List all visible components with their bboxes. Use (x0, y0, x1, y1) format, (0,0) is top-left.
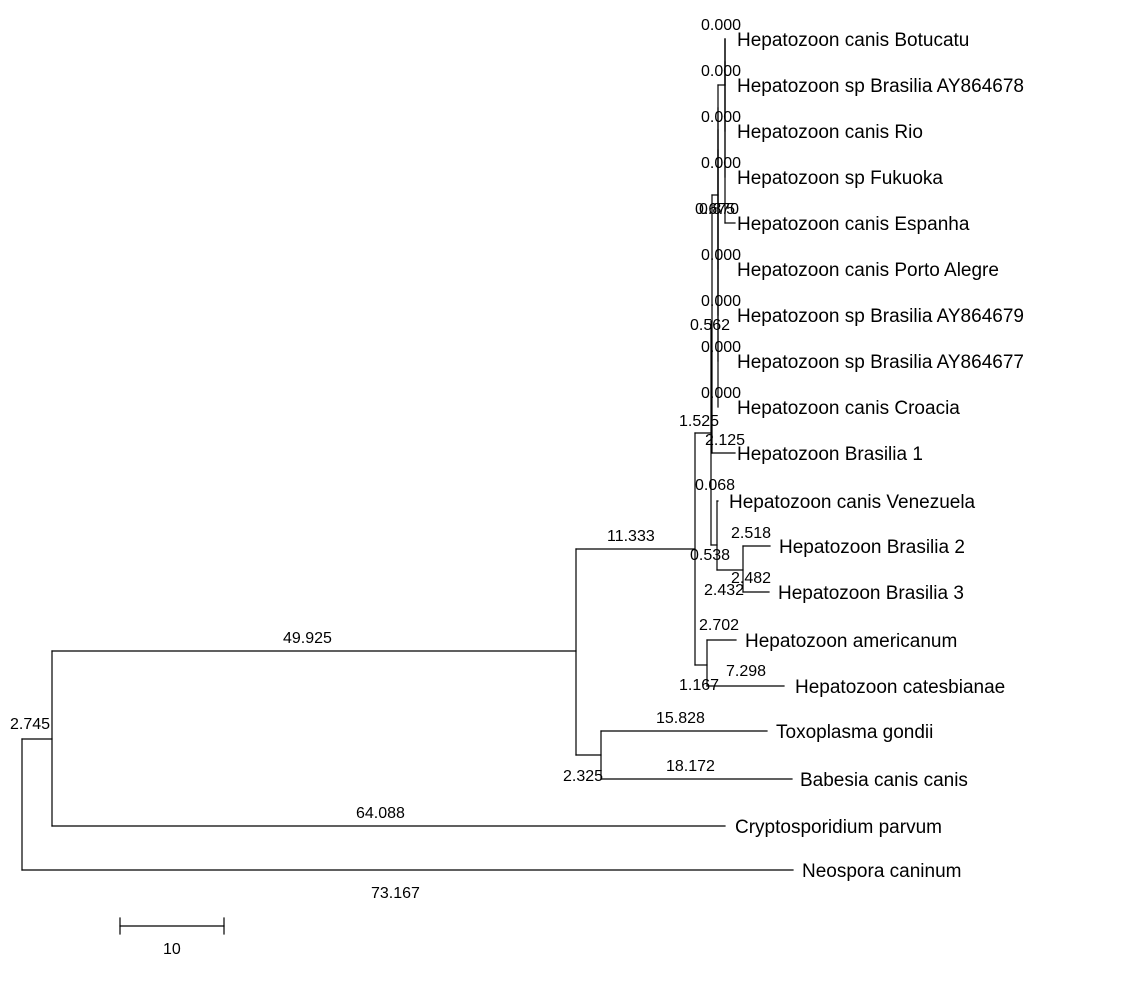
branch-length-label: 0.000 (701, 339, 741, 356)
branch-length-label: 0.068 (695, 477, 735, 494)
taxon-label: Cryptosporidium parvum (735, 817, 942, 838)
branch-length-labels: 2.745 49.925 11.333 2.325 15.828 18.172 … (10, 17, 771, 902)
branch-length-label: 0.562 (690, 317, 730, 334)
branch-length-label: 0.870 (699, 201, 739, 218)
branch-length-label: 0.538 (690, 547, 730, 564)
taxon-label: Toxoplasma gondii (776, 722, 933, 743)
branch-length-label: 7.298 (726, 663, 766, 680)
branch-length-label: 0.000 (701, 155, 741, 172)
branch-length-label: 0.000 (701, 247, 741, 264)
taxon-label: Hepatozoon catesbianae (795, 677, 1005, 698)
branch-length-label: 2.482 (731, 570, 771, 587)
taxon-label: Hepatozoon Brasilia 2 (779, 537, 965, 558)
taxon-label: Hepatozoon Brasilia 1 (737, 444, 923, 465)
taxon-label: Hepatozoon sp Brasilia AY864678 (737, 76, 1024, 97)
taxon-label: Hepatozoon canis Venezuela (729, 492, 976, 513)
taxon-label: Hepatozoon canis Espanha (737, 214, 970, 235)
branch-length-label: 73.167 (371, 885, 420, 902)
branch-length-label: 15.828 (656, 710, 705, 727)
taxon-label: Hepatozoon Brasilia 3 (778, 583, 964, 604)
taxon-label: Neospora caninum (802, 861, 961, 882)
taxon-labels: Hepatozoon canis Botucatu Hepatozoon sp … (729, 30, 1024, 882)
branch-length-label: 0.000 (701, 293, 741, 310)
branch-length-label: 49.925 (283, 630, 332, 647)
branch-length-label: 64.088 (356, 805, 405, 822)
branch-length-label: 0.000 (701, 385, 741, 402)
taxon-label: Hepatozoon sp Fukuoka (737, 168, 943, 189)
branch-length-label: 2.745 (10, 716, 50, 733)
branch-length-label: 18.172 (666, 758, 715, 775)
branch-length-label: 2.702 (699, 617, 739, 634)
branch-length-label: 0.000 (701, 17, 741, 34)
branch-length-label: 2.325 (563, 768, 603, 785)
taxon-label: Hepatozoon sp Brasilia AY864677 (737, 352, 1024, 373)
branch-length-label: 1.525 (679, 413, 719, 430)
tree-branches (21, 38, 794, 935)
branch-length-label: 0.675 (695, 201, 735, 218)
branch-length-label: 2.432 (704, 582, 744, 599)
branch-length-label: 0.000 (701, 109, 741, 126)
branch-length-label: 0.000 (701, 63, 741, 80)
taxon-label: Hepatozoon canis Botucatu (737, 30, 969, 51)
scale-bar-label: 10 (163, 941, 181, 958)
taxon-label: Hepatozoon canis Rio (737, 122, 923, 143)
taxon-label: Hepatozoon americanum (745, 631, 957, 652)
taxon-label: Hepatozoon sp Brasilia AY864679 (737, 306, 1024, 327)
branch-length-label: 11.333 (607, 528, 655, 545)
branch-length-label: 1.167 (679, 677, 719, 694)
branch-length-label: 2.125 (705, 432, 745, 449)
branch-length-label: 2.518 (731, 525, 771, 542)
taxon-label: Hepatozoon canis Croacia (737, 398, 960, 419)
taxon-label: Hepatozoon canis Porto Alegre (737, 260, 999, 281)
taxon-label: Babesia canis canis (800, 770, 968, 791)
